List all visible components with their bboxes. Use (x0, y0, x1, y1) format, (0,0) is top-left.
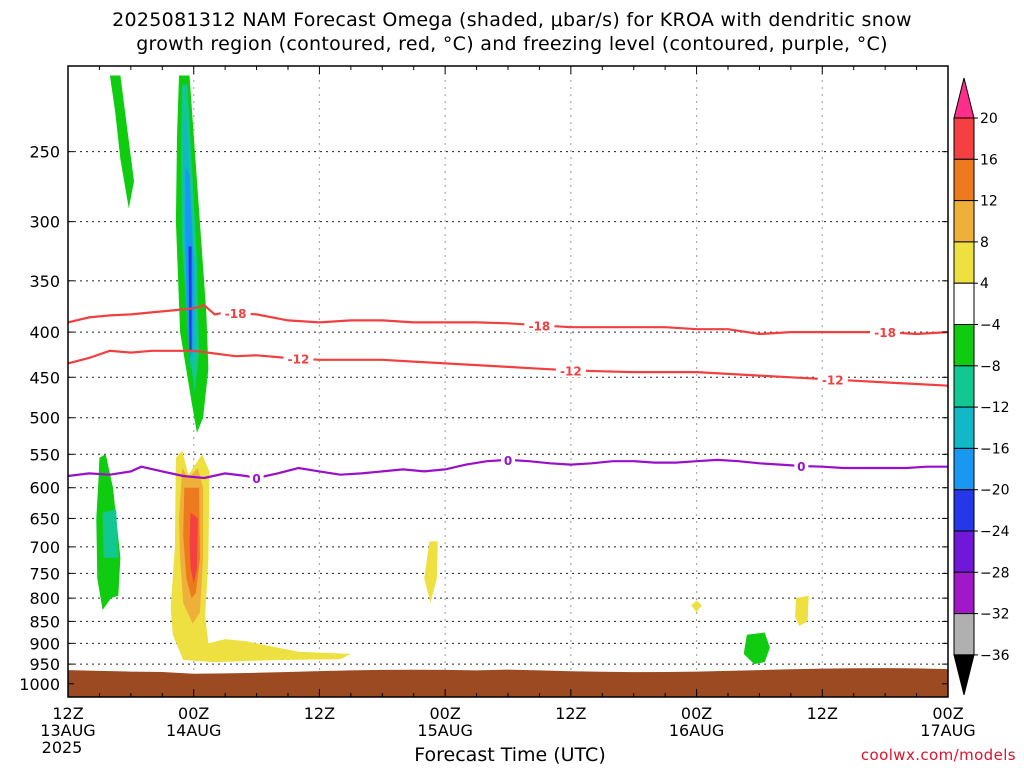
colorbar-label: 16 (980, 152, 998, 168)
omega-region (170, 450, 351, 663)
contour-line (68, 458, 948, 480)
colorbar-swatch (953, 282, 975, 326)
x-tick-date-label: 15AUG (417, 721, 472, 740)
y-tick-label: 300 (29, 213, 60, 232)
x-tick-year-label: 2025 (42, 738, 83, 757)
x-tick-date-label: 16AUG (669, 721, 724, 740)
x-tick-label: 00Z (429, 704, 460, 723)
y-tick-label: 1000 (19, 675, 60, 694)
contour-label: -18 (874, 326, 896, 340)
colorbar-swatch (953, 530, 975, 573)
colorbar-swatch (953, 447, 975, 491)
contour-label-bg (249, 470, 264, 485)
contour-label: 0 (252, 472, 260, 486)
colorbar-label: −4 (980, 318, 1001, 334)
colorbar-top-arrow (953, 77, 975, 119)
y-tick-label: 350 (29, 272, 60, 291)
contour-label-bg (817, 372, 848, 387)
contour-label-bg (283, 351, 314, 366)
x-tick-label: 00Z (178, 704, 209, 723)
y-tick-label: 500 (29, 409, 60, 428)
chart-title-line2: growth region (contoured, red, °C) and f… (136, 33, 888, 55)
colorbar-label: 20 (980, 111, 998, 127)
omega-region (743, 632, 770, 665)
colorbar-label: 12 (980, 194, 998, 210)
x-tick-date-label: 17AUG (920, 721, 975, 740)
colorbar-label: −32 (980, 607, 1010, 623)
colorbar-label: −28 (980, 565, 1010, 581)
y-tick-label: 700 (29, 538, 60, 557)
y-tick-label: 250 (29, 143, 60, 162)
y-tick-label: 950 (29, 655, 60, 674)
omega-region (102, 509, 119, 558)
colorbar-label: 4 (980, 276, 989, 292)
contour-label-bg (555, 363, 586, 378)
colorbar-swatch (953, 324, 975, 367)
colorbar-label: −24 (980, 524, 1010, 540)
y-tick-label: 900 (29, 634, 60, 653)
contour-line (68, 349, 948, 387)
y-tick-label: 800 (29, 589, 60, 608)
omega-region (109, 75, 134, 209)
plot-area: -18 -18 -18 -12 -12 -12 0 0 0 (68, 66, 948, 697)
y-tick-label: 600 (29, 479, 60, 498)
y-tick-label: 750 (29, 564, 60, 583)
colorbar-swatch (953, 571, 975, 615)
colorbar-swatch (953, 117, 975, 160)
contour-label: 0 (504, 454, 512, 468)
x-tick-label: 12Z (807, 704, 838, 723)
omega-region (795, 595, 809, 626)
contour-label-bg (501, 452, 515, 467)
contour-label-bg (870, 325, 901, 340)
omega-region (424, 541, 438, 603)
colorbar-label: −16 (980, 441, 1010, 457)
y-tick-label: 400 (29, 323, 60, 342)
y-tick-label: 850 (29, 612, 60, 631)
colorbar-swatch (953, 241, 975, 284)
contour-label: -12 (560, 364, 582, 378)
colorbar-swatch (953, 406, 975, 449)
colorbar-swatch (953, 489, 975, 532)
colorbar-swatch (953, 158, 975, 202)
contour-label: -12 (288, 353, 310, 367)
credit-text[interactable]: coolwx.com/models (860, 746, 1016, 764)
colorbar-label: −12 (980, 400, 1010, 416)
contour-label-bg (220, 306, 251, 321)
colorbar-label: −36 (980, 648, 1010, 664)
y-tick-label: 450 (29, 368, 60, 387)
colorbar-label: −20 (980, 483, 1010, 499)
chart-title-line1: 2025081312 NAM Forecast Omega (shaded, μ… (112, 9, 912, 31)
contour-label-bg (794, 458, 809, 473)
colorbar-label: −8 (980, 359, 1001, 375)
contour-label: 0 (797, 460, 805, 474)
x-tick-label: 00Z (932, 704, 963, 723)
x-tick-date-label: 14AUG (166, 721, 221, 740)
x-tick-label: 00Z (681, 704, 712, 723)
contour-label: -12 (822, 374, 844, 388)
y-tick-label: 650 (29, 509, 60, 528)
x-tick-label: 12Z (52, 704, 83, 723)
x-tick-date-label: 13AUG (40, 721, 95, 740)
omega-region (188, 246, 192, 351)
colorbar-swatch (953, 613, 975, 656)
chart-title: 2025081312 NAM Forecast Omega (shaded, μ… (0, 8, 1024, 56)
colorbar-swatch (953, 365, 975, 408)
contour-line (68, 303, 948, 336)
x-tick-label: 12Z (555, 704, 586, 723)
x-axis-title: Forecast Time (UTC) (414, 744, 606, 766)
omega-region (691, 600, 702, 613)
colorbar-label: 8 (980, 235, 989, 251)
omega-region (189, 512, 198, 584)
colorbar-bottom-arrow (953, 654, 975, 696)
ground-surface (68, 668, 948, 697)
contour-label-bg (524, 318, 555, 333)
y-tick-label: 550 (29, 445, 60, 464)
contour-label: -18 (529, 319, 551, 333)
x-tick-label: 12Z (304, 704, 335, 723)
contour-label: -18 (225, 307, 247, 321)
colorbar-swatch (953, 200, 975, 243)
